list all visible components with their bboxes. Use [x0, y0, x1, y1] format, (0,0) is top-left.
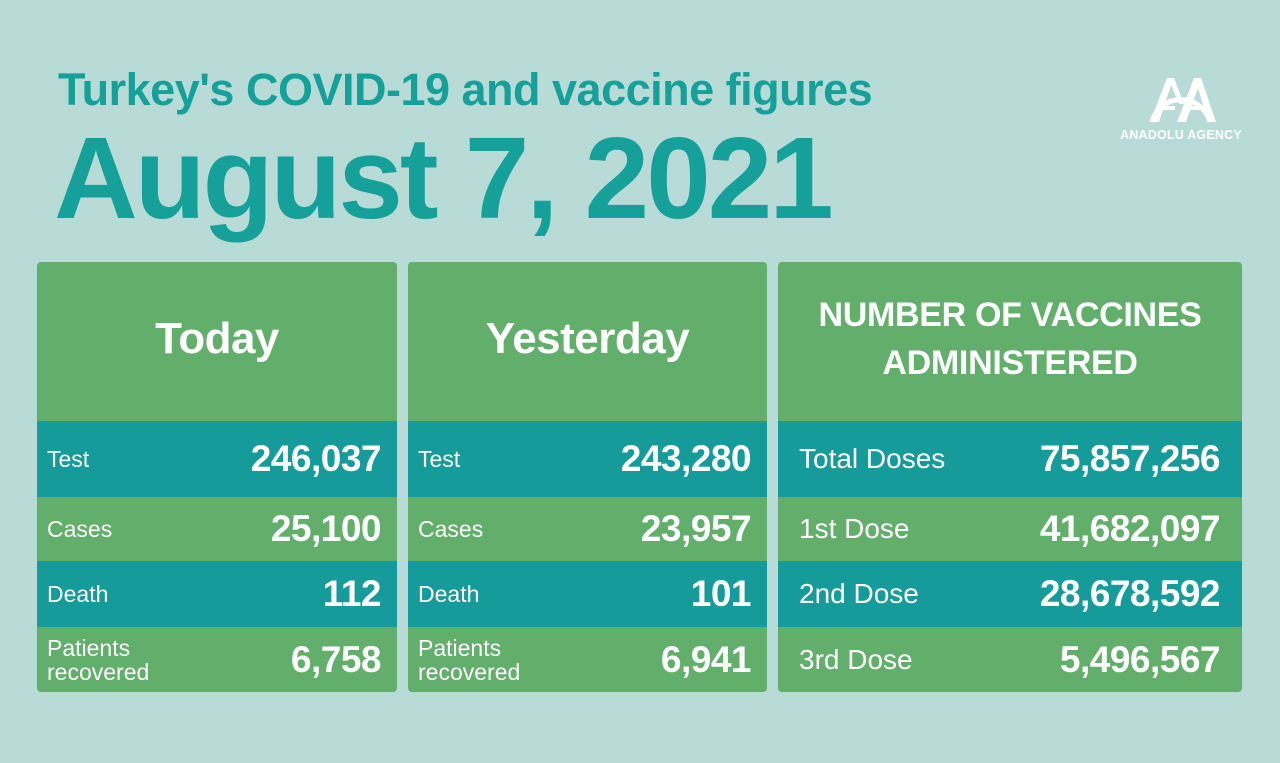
yesterday-death-row: Death 101	[408, 561, 767, 627]
today-panel: Today Test 246,037 Cases 25,100 Death 11…	[37, 262, 397, 692]
vaccines-title-line1: NUMBER OF VACCINES	[818, 295, 1202, 334]
today-header: Today	[37, 262, 397, 421]
vaccines-second-dose-value: 28,678,592	[1039, 573, 1221, 614]
vaccines-third-dose-value: 5,496,567	[1059, 638, 1221, 680]
yesterday-cases-label: Cases	[418, 516, 484, 542]
anadolu-agency-logo: ANADOLU AGENCY	[1120, 64, 1242, 142]
vaccines-total-value: 75,857,256	[1039, 438, 1221, 479]
vaccines-total-row: Total Doses 75,857,256	[778, 421, 1242, 497]
today-death-value: 112	[322, 573, 382, 614]
vaccines-first-dose-row: 1st Dose 41,682,097	[778, 497, 1242, 561]
today-death-row: Death 112	[37, 561, 397, 627]
vaccines-second-dose-row: 2nd Dose 28,678,592	[778, 561, 1242, 627]
yesterday-recovered-label-line2: recovered	[418, 658, 521, 685]
yesterday-test-row: Test 243,280	[408, 421, 767, 497]
today-recovered-label: Patients recovered	[47, 636, 149, 684]
yesterday-recovered-label-line1: Patients	[418, 634, 502, 661]
today-cases-label: Cases	[47, 516, 113, 542]
yesterday-test-label: Test	[418, 446, 461, 472]
yesterday-test-value: 243,280	[620, 438, 752, 479]
vaccines-first-dose-label: 1st Dose	[799, 513, 910, 544]
today-test-row: Test 246,037	[37, 421, 397, 497]
yesterday-panel: Yesterday Test 243,280 Cases 23,957 Deat…	[408, 262, 767, 692]
yesterday-death-label: Death	[418, 581, 480, 607]
yesterday-title: Yesterday	[485, 313, 690, 363]
today-test-label: Test	[47, 446, 90, 472]
infographic-subtitle: Turkey's COVID-19 and vaccine figures	[58, 64, 873, 115]
today-cases-row: Cases 25,100	[37, 497, 397, 561]
infographic-date: August 7, 2021	[54, 113, 834, 243]
vaccines-title-line2: ADMINISTERED	[882, 343, 1138, 382]
today-recovered-row: Patients recovered 6,758	[37, 627, 397, 692]
yesterday-recovered-row: Patients recovered 6,941	[408, 627, 767, 692]
yesterday-header: Yesterday	[408, 262, 767, 421]
yesterday-death-value: 101	[690, 573, 752, 614]
today-cases-value: 25,100	[270, 508, 382, 549]
vaccines-header: NUMBER OF VACCINES ADMINISTERED	[778, 262, 1242, 421]
today-recovered-label-line2: recovered	[47, 658, 150, 685]
vaccines-second-dose-label: 2nd Dose	[799, 578, 919, 609]
today-death-label: Death	[47, 581, 109, 607]
yesterday-recovered-label: Patients recovered	[418, 636, 520, 684]
today-recovered-label-line1: Patients	[47, 634, 131, 661]
yesterday-cases-row: Cases 23,957	[408, 497, 767, 561]
logo-name: ANADOLU AGENCY	[1120, 128, 1242, 142]
vaccines-panel: NUMBER OF VACCINES ADMINISTERED Total Do…	[778, 262, 1242, 692]
vaccines-first-dose-value: 41,682,097	[1039, 508, 1221, 549]
today-recovered-value: 6,758	[290, 638, 382, 680]
yesterday-recovered-value: 6,941	[660, 638, 752, 680]
vaccines-third-dose-row: 3rd Dose 5,496,567	[778, 627, 1242, 692]
vaccines-third-dose-label: 3rd Dose	[799, 643, 913, 675]
yesterday-cases-value: 23,957	[640, 508, 752, 549]
vaccines-total-label: Total Doses	[799, 443, 946, 474]
today-test-value: 246,037	[250, 438, 382, 479]
today-title: Today	[155, 313, 279, 363]
vaccines-title: NUMBER OF VACCINES ADMINISTERED	[818, 292, 1201, 387]
anadolu-agency-logo-icon	[1149, 78, 1216, 123]
